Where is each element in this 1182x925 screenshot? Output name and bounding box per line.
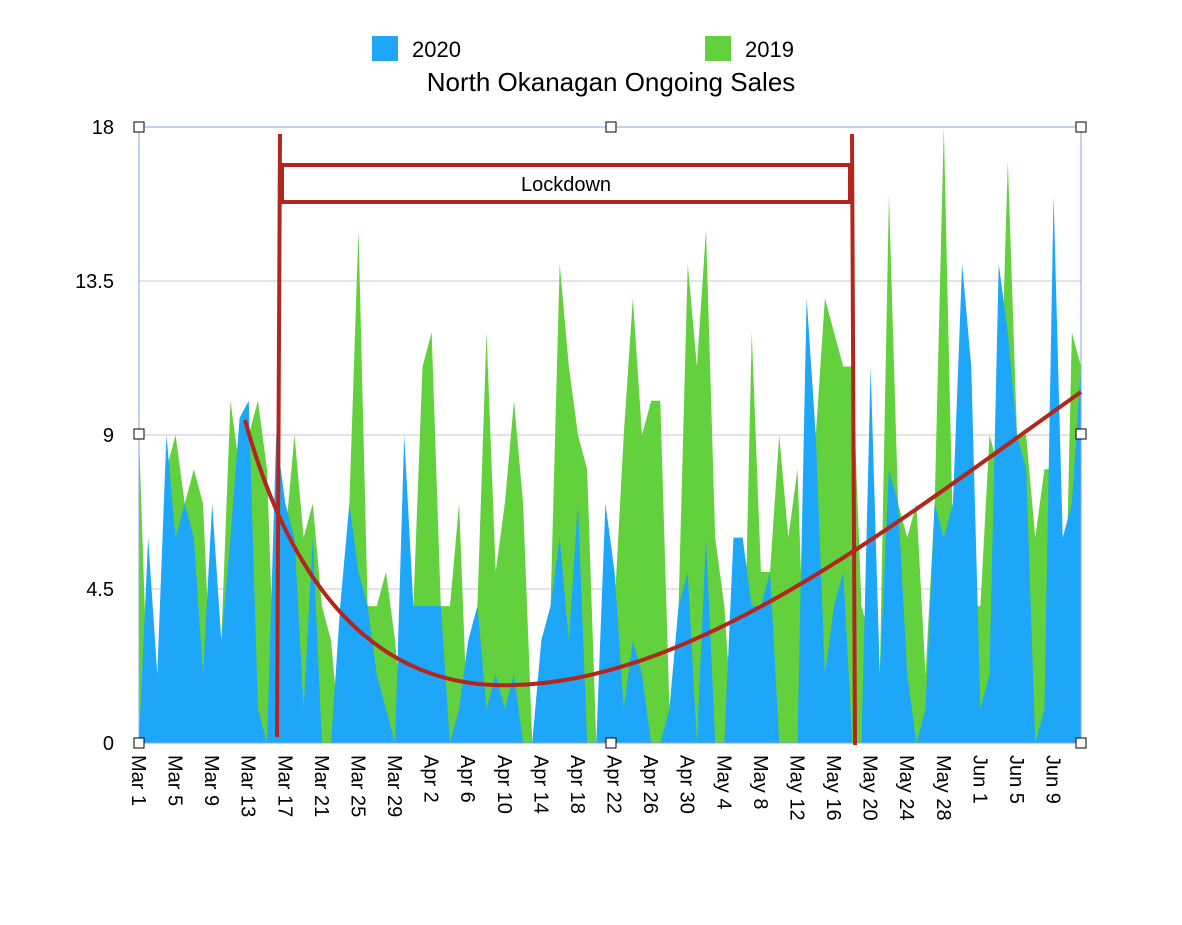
x-tick-label: May 12	[785, 755, 807, 821]
legend-swatch	[705, 36, 731, 61]
lockdown-lines	[275, 133, 857, 746]
x-tick-label: Apr 2	[420, 755, 442, 803]
x-tick-label: Mar 21	[310, 755, 332, 817]
x-tick-label: Mar 5	[164, 755, 186, 806]
x-tick-label: Mar 1	[127, 755, 149, 806]
overlay: Lockdown	[133, 121, 1087, 749]
x-tick-label: Apr 14	[529, 755, 551, 814]
x-tick-label: Mar 29	[383, 755, 405, 817]
area	[139, 127, 1081, 743]
x-tick-label: May 20	[859, 755, 881, 821]
y-tick-label: 4.5	[86, 579, 114, 601]
x-tick-label: May 8	[749, 755, 771, 809]
x-tick-label: May 28	[932, 755, 954, 821]
x-tick-label: Apr 26	[639, 755, 661, 814]
chart-title: North Okanagan Ongoing Sales	[427, 67, 796, 97]
x-tick-label: May 16	[822, 755, 844, 821]
lockdown-box	[280, 163, 852, 204]
trend-line	[243, 390, 1083, 688]
x-tick-label: May 4	[712, 755, 734, 809]
handles	[133, 121, 1087, 749]
x-tick-label: Jun 9	[1042, 755, 1064, 804]
legend-label: 2020	[412, 37, 461, 62]
x-tick-label: Apr 10	[493, 755, 515, 814]
legend-swatch	[372, 36, 398, 61]
x-tick-label: Mar 17	[273, 755, 295, 817]
annotation: Lockdown	[521, 174, 611, 196]
x-tick-label: Mar 25	[346, 755, 368, 817]
x-tick-label: Apr 30	[676, 755, 698, 814]
x-tick-label: Jun 5	[1005, 755, 1027, 804]
y-tick-label: 9	[103, 425, 114, 447]
y-tick-label: 0	[103, 733, 114, 755]
y-tick-label: 13.5	[75, 271, 114, 293]
x-tick-label: Apr 6	[456, 755, 478, 803]
x-tick-label: Jun 1	[968, 755, 990, 804]
x-tick-label: Mar 13	[237, 755, 259, 817]
y-tick-label: 18	[92, 117, 114, 139]
x-tick-label: Mar 9	[200, 755, 222, 806]
x-tick-label: Apr 18	[566, 755, 588, 814]
legend-label: 2019	[745, 37, 794, 62]
x-tick-label: Apr 22	[603, 755, 625, 814]
x-tick-label: May 24	[895, 755, 917, 821]
area	[139, 195, 1081, 743]
